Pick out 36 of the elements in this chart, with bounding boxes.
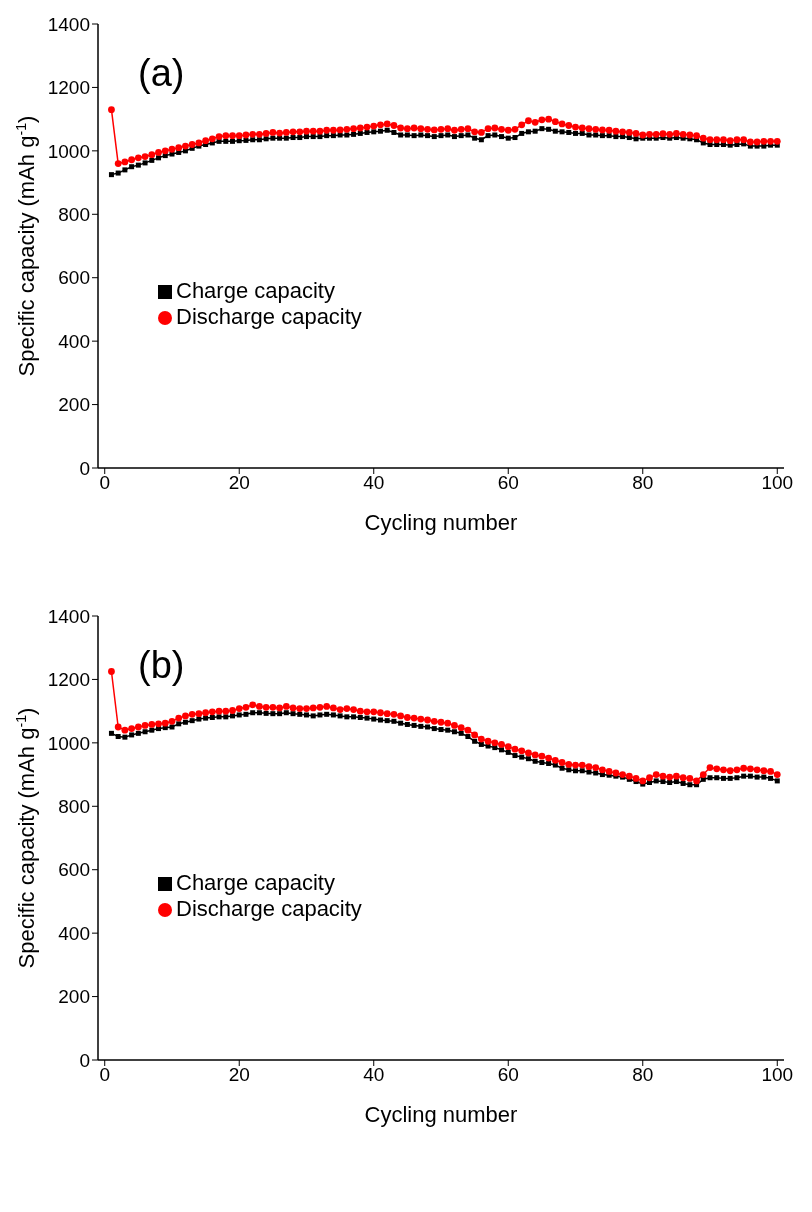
legend-label: Charge capacity: [176, 870, 335, 895]
x-tick-label: 80: [632, 472, 654, 494]
y-tick-label: 1000: [47, 140, 90, 162]
y-tick-label: 400: [58, 922, 90, 944]
y-tick-label: 0: [79, 457, 90, 479]
x-axis-title: Cycling number: [364, 510, 518, 535]
legend-label: Charge capacity: [176, 278, 335, 303]
y-tick-label: 1400: [47, 13, 90, 35]
y-tick-label: 1200: [47, 77, 90, 99]
x-tick-label: 0: [99, 472, 111, 494]
text: (b): [138, 644, 185, 686]
x-tick-label: 100: [761, 472, 794, 494]
x-tick-label: 60: [497, 1064, 519, 1086]
y-tick-label: 800: [58, 796, 90, 818]
x-tick-label: 20: [228, 472, 250, 494]
x-tick-label: 40: [363, 472, 385, 494]
x-tick-label: 100: [761, 1064, 794, 1086]
y-tick-label: 1000: [47, 732, 90, 754]
y-tick-label: 800: [58, 204, 90, 226]
x-tick-label: 80: [632, 1064, 654, 1086]
y-tick-label: 600: [58, 859, 90, 881]
legend-label: Discharge capacity: [176, 896, 362, 921]
y-tick-label: 400: [58, 330, 90, 352]
x-axis-title: Cycling number: [364, 1102, 518, 1127]
text: (a): [138, 52, 185, 94]
legend-label: Discharge capacity: [176, 304, 362, 329]
y-tick-label: 1400: [47, 605, 90, 627]
y-tick-label: 1200: [47, 669, 90, 691]
x-tick-label: 60: [497, 472, 519, 494]
y-tick-label: 0: [79, 1049, 90, 1071]
x-tick-label: 40: [363, 1064, 385, 1086]
x-tick-label: 0: [99, 1064, 111, 1086]
y-tick-label: 600: [58, 267, 90, 289]
x-tick-label: 20: [228, 1064, 250, 1086]
y-tick-label: 200: [58, 986, 90, 1008]
y-tick-label: 200: [58, 394, 90, 416]
